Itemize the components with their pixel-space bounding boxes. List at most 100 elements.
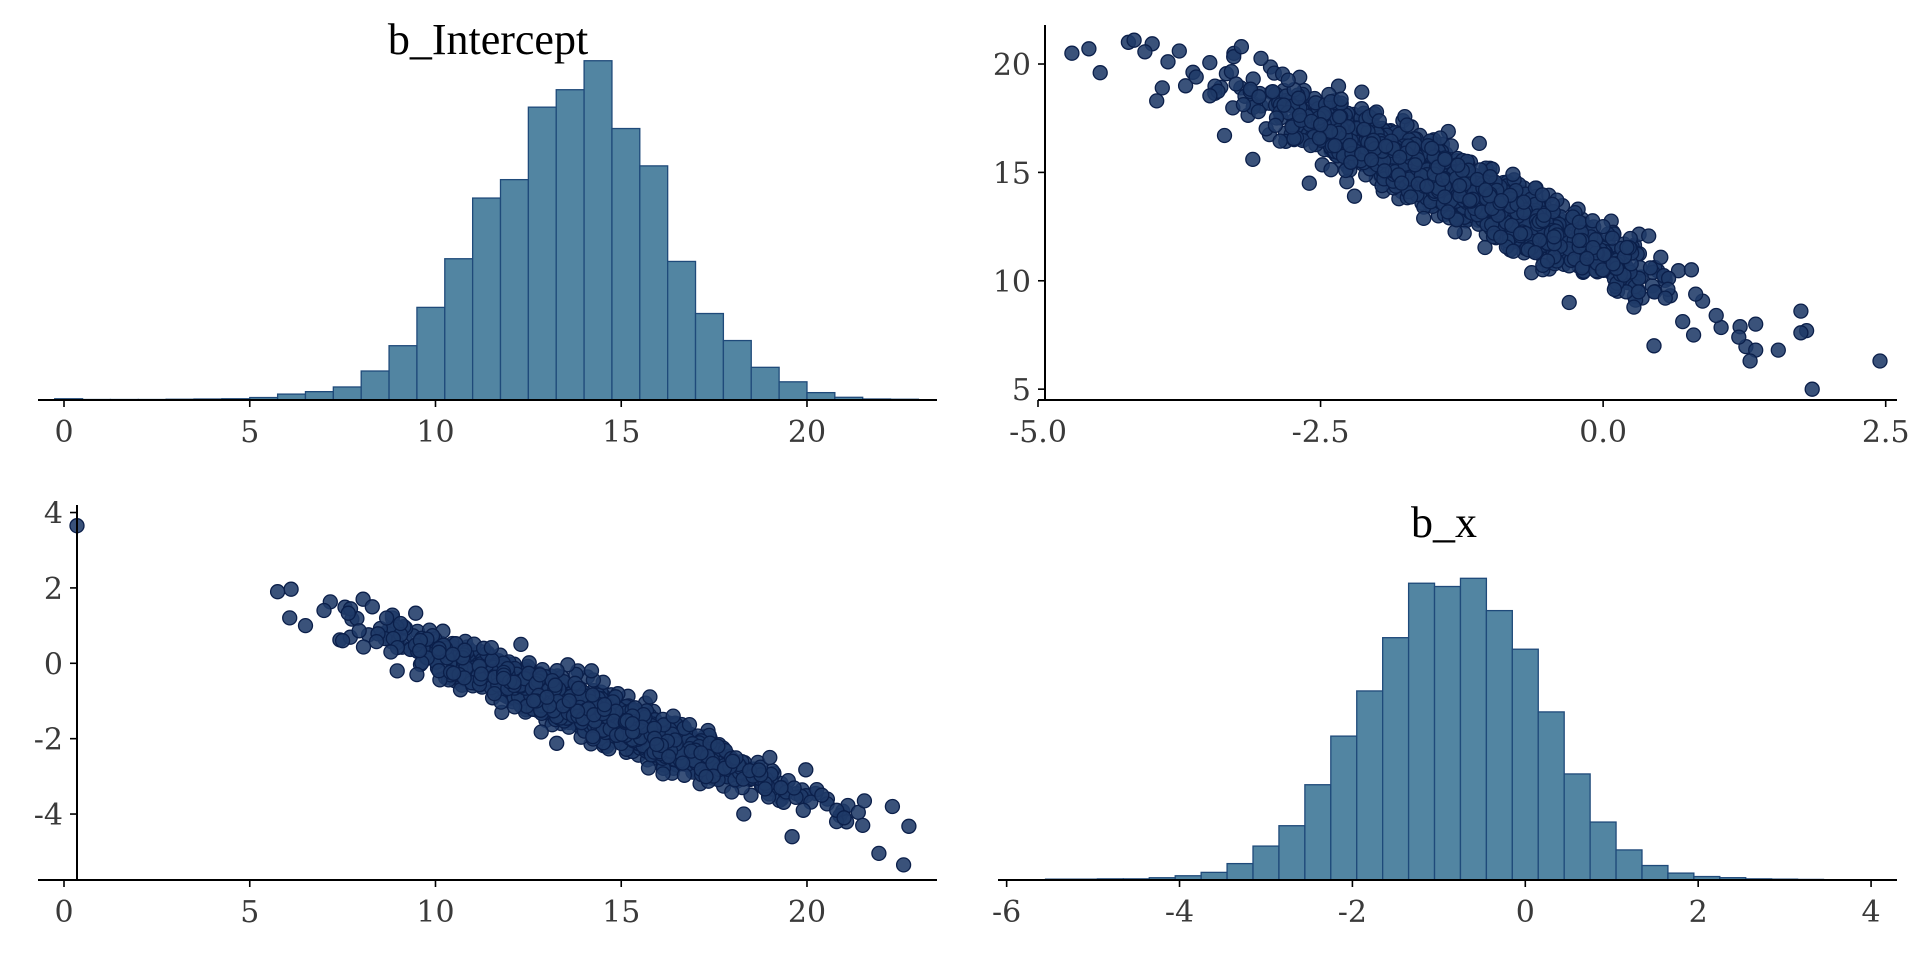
scatter-point xyxy=(532,667,548,683)
scatter-point xyxy=(1440,204,1456,220)
scatter-point xyxy=(368,633,385,650)
histogram-bar xyxy=(332,386,362,401)
histogram-bar xyxy=(416,306,446,401)
scatter-point xyxy=(895,857,912,873)
scatter-point xyxy=(1233,39,1250,55)
histogram-bar xyxy=(1537,711,1565,881)
scatter-point xyxy=(1354,84,1370,100)
scatter-point xyxy=(1708,307,1724,324)
histogram-bar xyxy=(1252,845,1280,881)
scatter-point xyxy=(585,728,601,745)
scatter-point xyxy=(383,644,399,660)
scatter-point xyxy=(786,780,802,796)
b-intercept-histogram-panel: b_Intercept 0 5 10 15 20 xyxy=(38,15,937,450)
scatter-point xyxy=(1619,239,1635,256)
scatter-point xyxy=(1546,229,1562,245)
scatter-point xyxy=(1742,353,1758,369)
scatter-point xyxy=(725,753,741,769)
scatter-point xyxy=(1626,299,1642,315)
scatter-point xyxy=(1290,90,1307,106)
scatter-point xyxy=(762,749,778,766)
scatter-point xyxy=(570,680,587,697)
b-x-vs-b-intercept-scatter-panel: -5.0 -2.5 0.0 2.5 5 10 15 20 xyxy=(993,25,1910,450)
x-tick-label: -6 xyxy=(992,895,1021,930)
histogram-bar xyxy=(1433,585,1462,881)
histogram-bar xyxy=(1641,864,1669,881)
scatter-point xyxy=(525,693,542,709)
histogram-bar xyxy=(527,106,557,401)
histogram-bar xyxy=(471,197,502,401)
scatter-point xyxy=(1245,151,1261,168)
scatter-point xyxy=(1092,65,1108,81)
scatter-point xyxy=(1327,137,1343,154)
scatter-point xyxy=(1363,136,1380,152)
scatter-point xyxy=(1267,117,1284,134)
y-tick-label: 15 xyxy=(993,156,1031,191)
scatter-point xyxy=(539,689,555,705)
scatter-point xyxy=(1571,214,1588,230)
scatter-point xyxy=(757,781,773,797)
scatter-point xyxy=(1405,141,1421,157)
scatter-point xyxy=(871,845,887,862)
histogram-bar xyxy=(360,370,390,401)
scatter-point xyxy=(1250,103,1267,120)
scatter-point xyxy=(1579,250,1595,267)
scatter-point xyxy=(1571,232,1587,249)
scatter-point xyxy=(624,715,641,732)
scatter-point xyxy=(1280,72,1296,88)
scatter-point xyxy=(1253,50,1269,67)
scatter-point xyxy=(681,716,698,733)
scatter-point xyxy=(1272,133,1288,149)
scatter-point xyxy=(855,817,871,834)
scatter-point xyxy=(547,677,563,693)
histogram-bar xyxy=(1356,690,1384,881)
scatter-point xyxy=(1323,162,1339,178)
scatter-point xyxy=(1126,32,1142,48)
scatter-point xyxy=(1471,135,1487,152)
scatter-point xyxy=(1505,166,1521,182)
y-tick-label: 4 xyxy=(44,497,63,532)
scatter-point xyxy=(1407,157,1423,173)
x-tick-label: -2.5 xyxy=(1292,415,1350,450)
x-tick-label: 5 xyxy=(240,415,259,450)
x-tick-label: 4 xyxy=(1862,895,1881,930)
scatter-point xyxy=(389,663,405,679)
scatter-point xyxy=(1154,80,1170,96)
scatter-point xyxy=(1346,188,1363,204)
scatter-point xyxy=(1604,230,1621,246)
scatter-point xyxy=(561,693,577,709)
histogram-bar xyxy=(1278,825,1306,881)
scatter-point xyxy=(1419,178,1435,194)
scatter-point xyxy=(1264,83,1281,100)
scatter-point xyxy=(483,639,500,656)
scatter-point xyxy=(1642,260,1659,276)
scatter-point xyxy=(1527,244,1543,261)
scatter-point xyxy=(1595,218,1611,235)
b-x-vs-b-intercept-points xyxy=(1064,32,1888,397)
scatter-point xyxy=(884,798,901,815)
histogram-bar xyxy=(583,60,613,401)
scatter-point xyxy=(411,642,428,659)
x-tick-label: 5 xyxy=(240,895,259,930)
scatter-point xyxy=(507,699,523,715)
scatter-point xyxy=(355,639,372,655)
scatter-point xyxy=(269,584,286,600)
histogram-bar xyxy=(1485,609,1513,881)
histogram-bar xyxy=(1226,862,1254,881)
histogram-bar xyxy=(1511,648,1539,881)
histogram-bar xyxy=(1330,735,1358,881)
scatter-point xyxy=(596,696,613,713)
x-tick-label: -4 xyxy=(1165,895,1194,930)
scatter-point xyxy=(1416,210,1432,227)
scatter-point xyxy=(698,768,714,785)
x-tick-label: 20 xyxy=(788,415,826,450)
x-tick-label: 0.0 xyxy=(1579,415,1627,450)
scatter-point xyxy=(1596,246,1612,263)
scatter-point xyxy=(1653,249,1669,265)
histogram-bar xyxy=(639,165,669,401)
scatter-point xyxy=(1171,43,1187,59)
scatter-point xyxy=(1477,239,1493,256)
scatter-point xyxy=(495,670,512,687)
scatter-point xyxy=(901,818,917,834)
